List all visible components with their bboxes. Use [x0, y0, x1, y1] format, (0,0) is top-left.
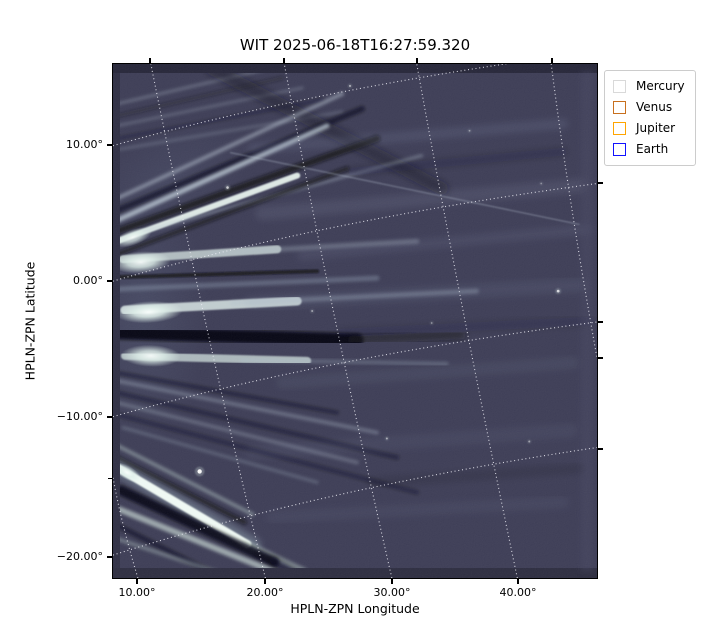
latitude-gridline: [113, 321, 597, 418]
legend-label: Earth: [636, 142, 669, 156]
plot-title: WIT 2025-06-18T16:27:59.320: [239, 36, 471, 54]
x-tick-label: 10.00°: [118, 586, 156, 599]
longitude-gridline: [283, 64, 393, 578]
legend-label: Venus: [636, 100, 673, 114]
noise-texture: [113, 64, 597, 578]
plot-area: [112, 63, 598, 579]
jupiter-marker-icon: [613, 122, 626, 135]
legend: Mercury Venus Jupiter Earth: [604, 70, 696, 166]
longitude-gridline: [113, 477, 139, 578]
top-tick-mark: [149, 58, 151, 63]
legend-label: Jupiter: [636, 121, 676, 135]
earth-marker-icon: [613, 143, 626, 156]
y-tick-mark: [107, 556, 112, 558]
y-tick-label: 0.00°: [73, 274, 103, 287]
right-tick-mark: [598, 448, 603, 450]
image-content: [113, 64, 597, 578]
x-tick-label: 20.00°: [246, 586, 284, 599]
x-axis-label: HPLN-ZPN Longitude: [290, 601, 420, 616]
sky-image: [113, 64, 597, 578]
x-tick-label: 30.00°: [373, 586, 411, 599]
x-tick-mark: [517, 579, 519, 584]
right-tick-mark: [598, 357, 603, 359]
longitude-gridline: [550, 64, 597, 358]
x-tick-label: 40.00°: [499, 586, 537, 599]
venus-marker-icon: [613, 101, 626, 114]
top-tick-mark: [551, 58, 553, 63]
y-axis-label: HPLN-ZPN Latitude: [22, 261, 38, 381]
legend-entry-jupiter: Jupiter: [613, 118, 685, 139]
y-tick-mark: [107, 144, 112, 146]
top-tick-mark: [283, 58, 285, 63]
y-tick-mark: [107, 280, 112, 282]
y-tick-label: 10.00°: [66, 138, 103, 151]
mercury-marker-icon: [613, 80, 626, 93]
latitude-gridline: [113, 64, 509, 147]
graticule: [113, 64, 597, 578]
latitude-gridline: [113, 182, 597, 282]
x-tick-mark: [391, 579, 393, 584]
left-minor-tick-mark: [108, 477, 112, 479]
top-tick-mark: [416, 58, 418, 63]
y-tick-mark: [107, 416, 112, 418]
x-tick-mark: [264, 579, 266, 584]
x-tick-mark: [136, 579, 138, 584]
legend-entry-mercury: Mercury: [613, 76, 685, 97]
legend-entry-venus: Venus: [613, 97, 685, 118]
y-tick-label: −10.00°: [56, 410, 103, 423]
right-tick-mark: [598, 182, 603, 184]
legend-label: Mercury: [636, 79, 685, 93]
right-tick-mark: [598, 321, 603, 323]
y-tick-label: −20.00°: [56, 550, 103, 563]
legend-entry-earth: Earth: [613, 139, 685, 160]
